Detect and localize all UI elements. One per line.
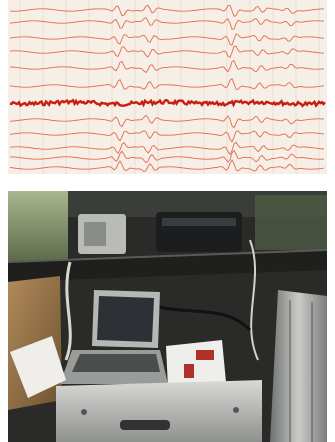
laptop-keyboard (72, 354, 160, 372)
case-latch (233, 407, 239, 413)
instrument-panel (84, 222, 106, 246)
case-latch (81, 409, 87, 415)
white-device (166, 340, 226, 388)
window (8, 191, 68, 261)
device-part (184, 364, 194, 378)
page (0, 0, 335, 442)
equipment-photo (8, 191, 327, 442)
case-handle (120, 420, 170, 430)
side-case (270, 290, 327, 442)
trace-panel (8, 0, 327, 174)
carry-case (56, 380, 262, 442)
printer-slot (162, 218, 236, 226)
device-part (196, 350, 214, 360)
image-composite (0, 0, 335, 442)
laptop-screen (97, 296, 154, 342)
trace-background (8, 0, 327, 174)
rear-window (255, 195, 327, 250)
